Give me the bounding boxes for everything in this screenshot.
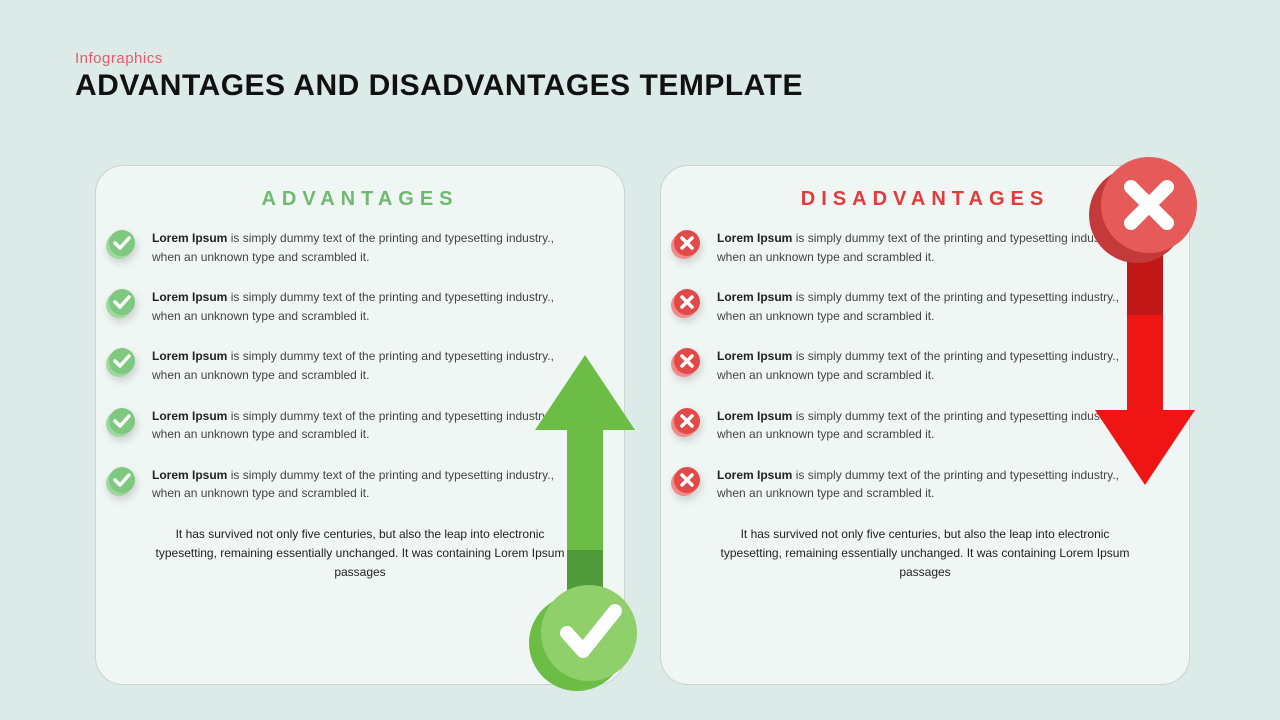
check-icon <box>106 407 136 437</box>
x-icon <box>671 466 701 496</box>
check-icon <box>106 347 136 377</box>
up-arrow-icon <box>525 355 645 695</box>
list-item: Lorem Ipsum is simply dummy text of the … <box>130 229 590 266</box>
disadvantages-footer: It has survived not only five centuries,… <box>695 525 1155 583</box>
check-icon <box>106 288 136 318</box>
x-icon <box>671 288 701 318</box>
x-icon <box>671 407 701 437</box>
down-arrow-icon <box>1085 155 1205 495</box>
item-text: Lorem Ipsum is simply dummy text of the … <box>152 288 590 325</box>
x-icon <box>671 347 701 377</box>
list-item: Lorem Ipsum is simply dummy text of the … <box>130 288 590 325</box>
x-icon <box>671 229 701 259</box>
page-title: ADVANTAGES AND DISADVANTAGES TEMPLATE <box>75 69 803 103</box>
subtitle: Infographics <box>75 50 803 67</box>
header: Infographics ADVANTAGES AND DISADVANTAGE… <box>75 50 803 103</box>
check-icon <box>106 229 136 259</box>
advantages-list: Lorem Ipsum is simply dummy text of the … <box>130 229 590 503</box>
check-icon <box>106 466 136 496</box>
advantages-footer: It has survived not only five centuries,… <box>130 525 590 583</box>
advantages-heading: ADVANTAGES <box>130 188 590 211</box>
item-text: Lorem Ipsum is simply dummy text of the … <box>152 229 590 266</box>
list-item: Lorem Ipsum is simply dummy text of the … <box>130 407 590 444</box>
list-item: Lorem Ipsum is simply dummy text of the … <box>130 466 590 503</box>
list-item: Lorem Ipsum is simply dummy text of the … <box>130 347 590 384</box>
